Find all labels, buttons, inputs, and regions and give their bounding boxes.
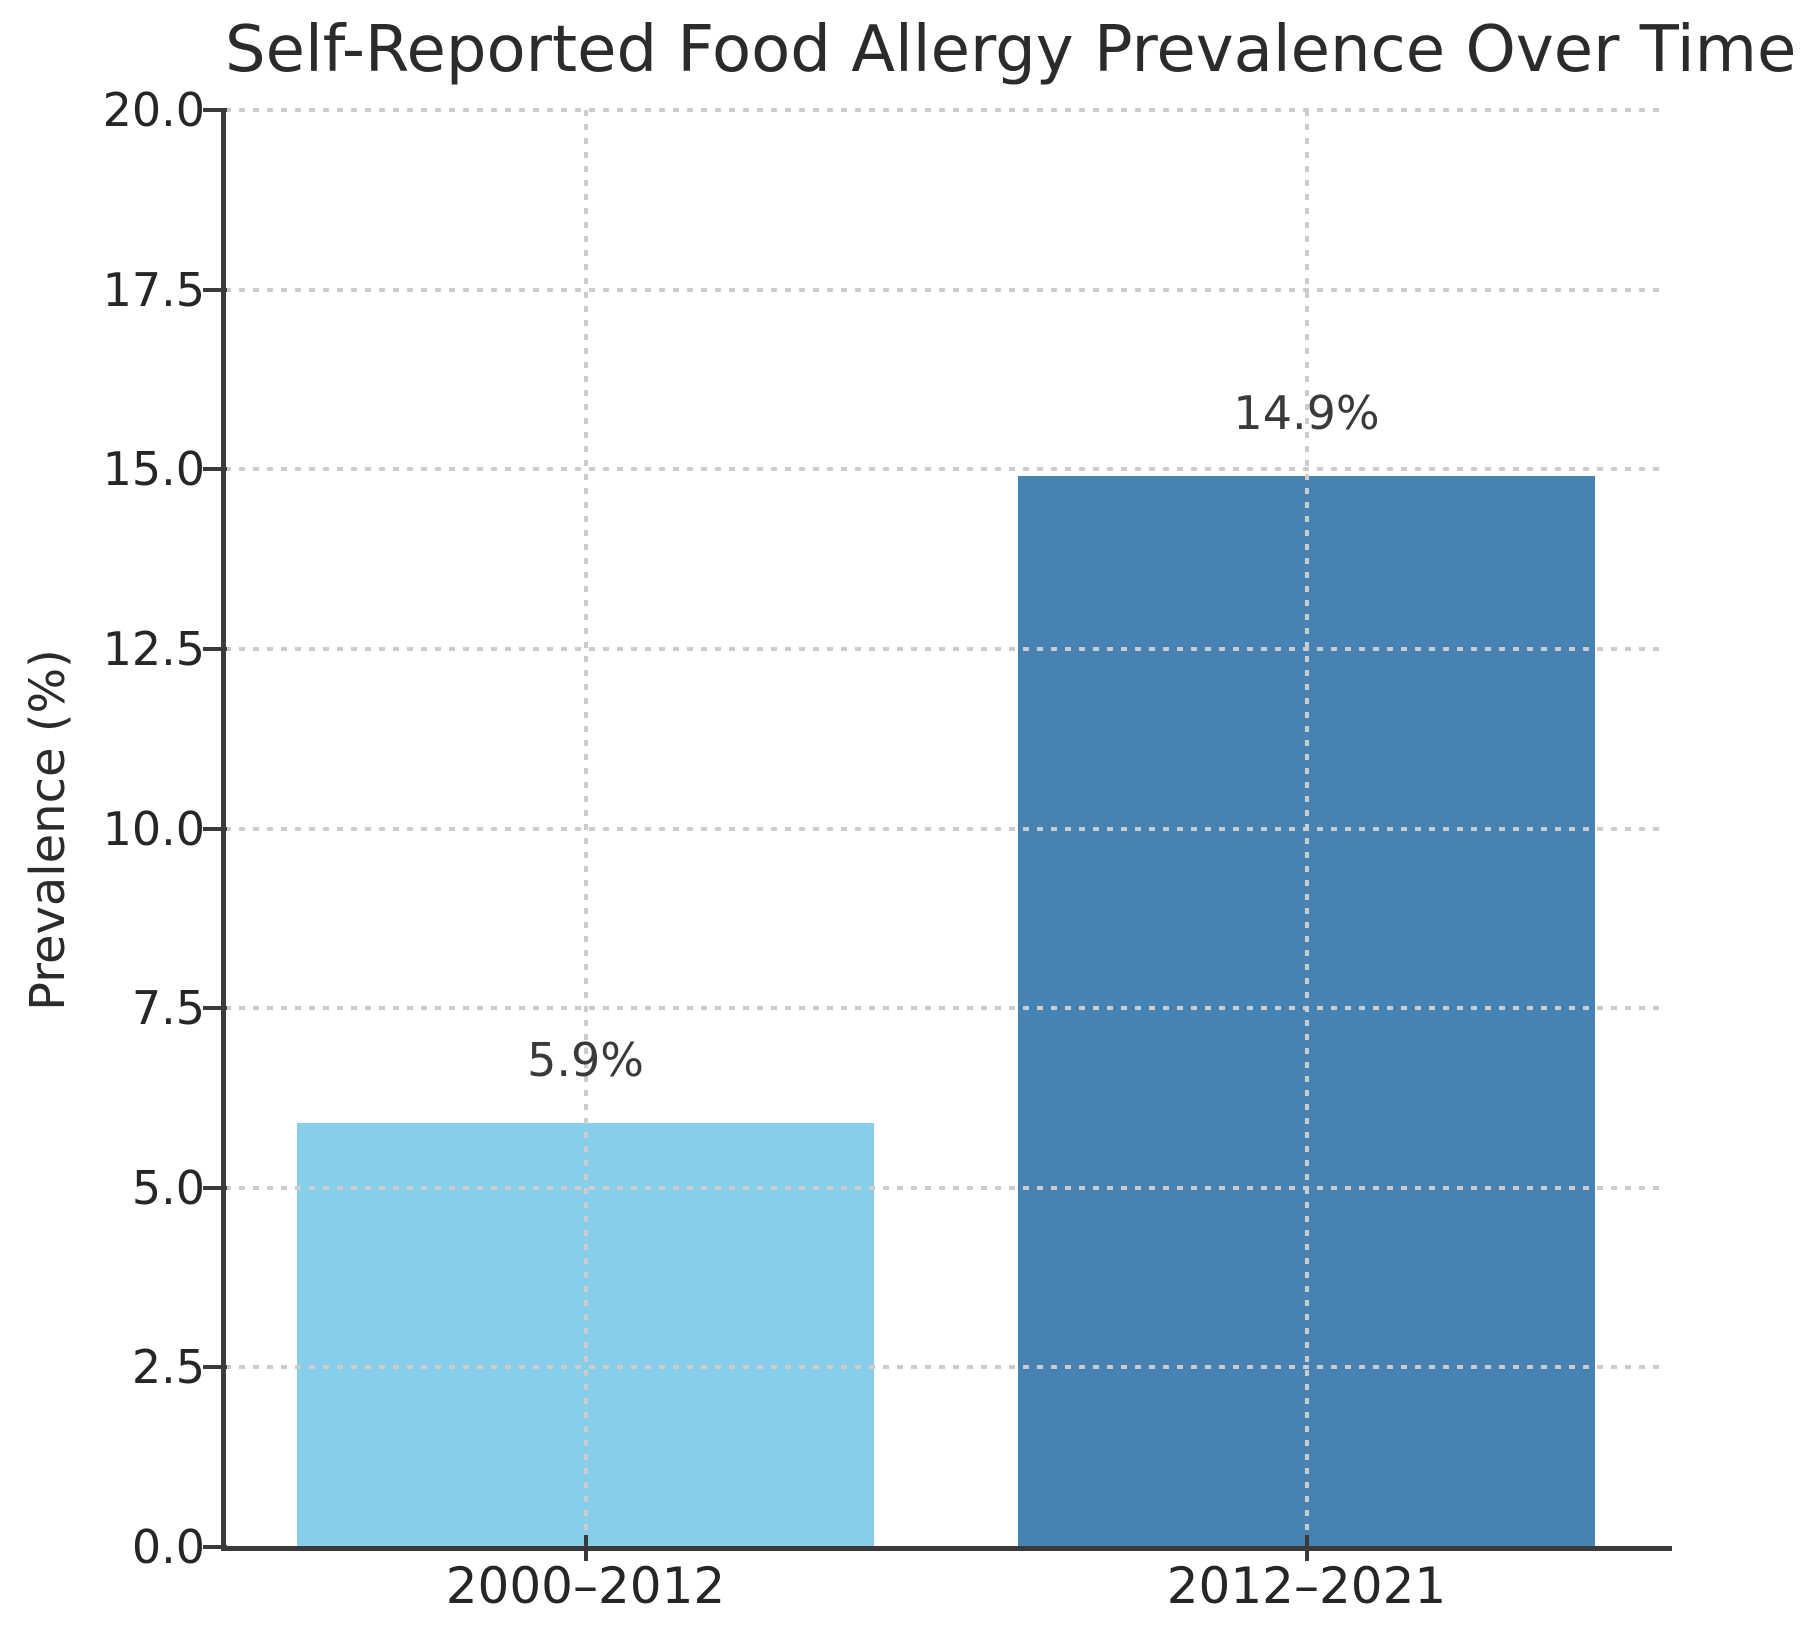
y-tick-mark xyxy=(203,287,227,292)
v-gridline xyxy=(583,110,588,1547)
y-tick-label: 15.0 xyxy=(102,442,205,497)
y-tick-mark xyxy=(203,1545,227,1549)
y-tick-mark xyxy=(203,826,227,831)
chart-title: Self-Reported Food Allergy Prevalence Ov… xyxy=(225,13,1797,87)
bar-value-label: 5.9% xyxy=(527,1033,644,1088)
y-tick-label: 7.5 xyxy=(131,981,205,1036)
y-tick-mark xyxy=(203,467,227,472)
y-tick-mark xyxy=(203,1185,227,1190)
left-spine xyxy=(221,108,226,1551)
bar-value-label: 14.9% xyxy=(1233,386,1380,441)
y-tick-mark xyxy=(203,646,227,651)
y-tick-label: 17.5 xyxy=(102,262,205,317)
h-gridline xyxy=(225,826,1667,831)
h-gridline xyxy=(225,646,1667,651)
y-tick-label: 2.5 xyxy=(131,1340,205,1395)
y-tick-mark xyxy=(203,108,227,112)
h-gridline xyxy=(225,1006,1667,1011)
h-gridline xyxy=(225,467,1667,472)
h-gridline xyxy=(225,1365,1667,1370)
y-tick-mark xyxy=(203,1006,227,1011)
y-tick-label: 20.0 xyxy=(102,83,205,137)
h-gridline xyxy=(225,287,1667,292)
y-tick-mark xyxy=(203,1365,227,1370)
y-tick-label: 0.0 xyxy=(131,1520,205,1574)
h-gridline xyxy=(225,1185,1667,1190)
x-tick-label: 2012–2021 xyxy=(1166,1557,1447,1615)
y-tick-label: 10.0 xyxy=(102,801,205,856)
v-gridline xyxy=(1304,110,1309,1547)
y-tick-label: 12.5 xyxy=(102,621,205,676)
h-gridline xyxy=(225,108,1667,112)
bottom-spine xyxy=(221,1546,1672,1551)
x-tick-label: 2000–2012 xyxy=(445,1557,726,1615)
y-tick-label: 5.0 xyxy=(131,1160,205,1215)
